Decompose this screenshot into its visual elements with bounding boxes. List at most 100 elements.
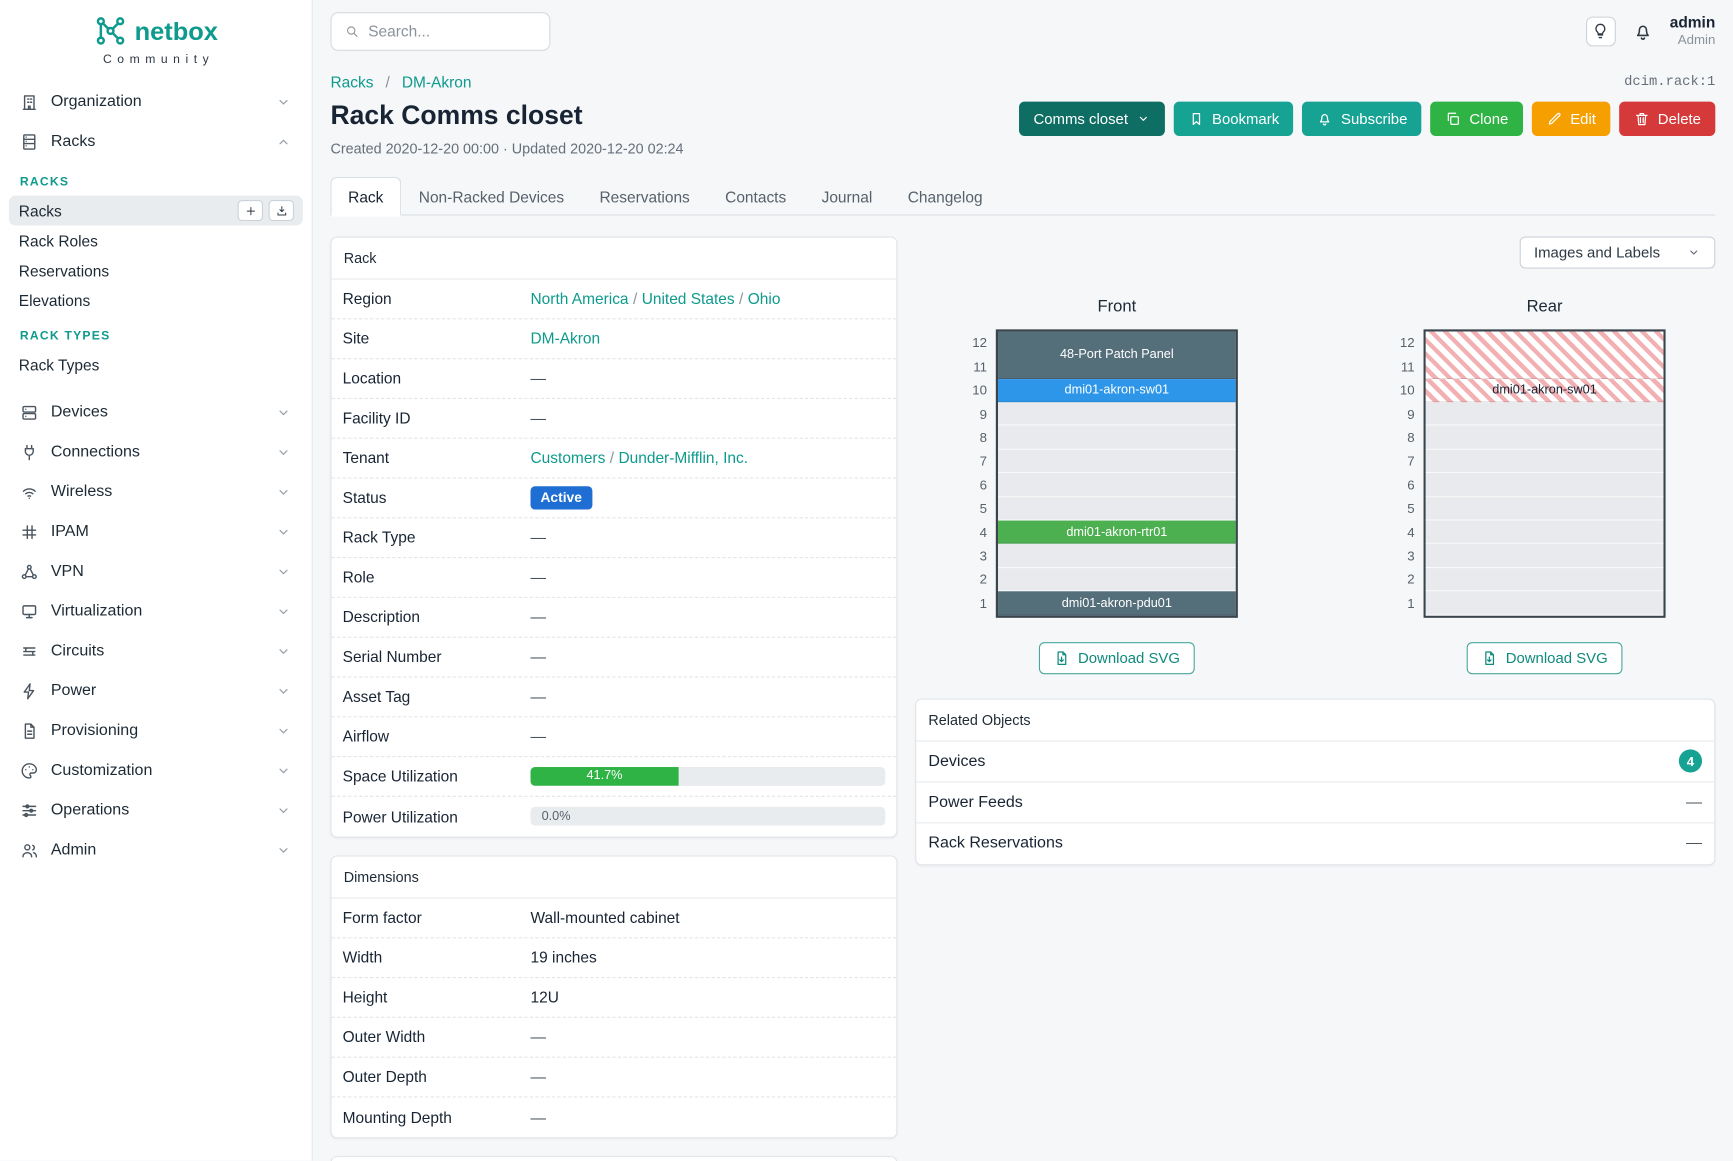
rack-unit-empty[interactable] xyxy=(998,544,1236,568)
rack-device-48-port-patch-panel[interactable]: 48-Port Patch Panel xyxy=(998,331,1236,379)
download-svg-button-front[interactable]: Download SVG xyxy=(1039,641,1195,674)
chevron-down-icon xyxy=(275,722,292,739)
attr-row-tenant: Tenant Customers / Dunder-Mifflin, Inc. xyxy=(331,439,897,479)
tab-rack[interactable]: Rack xyxy=(330,176,402,216)
search-box[interactable] xyxy=(330,11,551,51)
sidebar-item-organization[interactable]: Organization xyxy=(9,82,303,122)
sidebar-item-devices[interactable]: Devices xyxy=(9,392,303,432)
breadcrumb-racks-link[interactable]: Racks xyxy=(330,72,374,91)
rack-unit-empty[interactable] xyxy=(1425,567,1664,592)
link-united-states[interactable]: United States xyxy=(641,289,735,308)
theme-toggle-button[interactable] xyxy=(1585,16,1616,46)
sidebar-item-customization[interactable]: Customization xyxy=(9,750,303,790)
rack-device-dmi01-akron-rtr01[interactable]: dmi01-akron-rtr01 xyxy=(998,520,1236,545)
sidebar-link-rack-roles[interactable]: Rack Roles xyxy=(9,225,303,255)
attr-row-mounting-depth: Mounting Depth — xyxy=(332,1097,897,1137)
rack-device-dmi01-akron-pdu01[interactable]: dmi01-akron-pdu01 xyxy=(998,591,1236,616)
tab-journal[interactable]: Journal xyxy=(821,187,873,206)
related-row-label: Power Feeds xyxy=(928,793,1023,811)
sidebar-item-label: Racks xyxy=(50,132,96,151)
link-dunder-mifflin-inc[interactable]: Dunder-Mifflin, Inc. xyxy=(618,449,749,467)
sidebar-item-operations[interactable]: Operations xyxy=(9,790,303,830)
sidebar-item-power[interactable]: Power xyxy=(9,671,303,711)
link-ohio[interactable]: Ohio xyxy=(747,289,781,308)
dimensions-card: Dimensions Form factor Wall-mounted cabin… xyxy=(330,855,898,1139)
link-dm-akron[interactable]: DM-Akron xyxy=(530,329,601,348)
main: admin Admin Racks / DM-Akron dcim.rack:1… xyxy=(313,0,1733,1161)
rack-unit-empty[interactable] xyxy=(1425,425,1664,450)
rack-icon xyxy=(20,132,39,151)
import-button[interactable] xyxy=(268,200,294,222)
sidebar-item-label: Virtualization xyxy=(50,602,143,621)
bookmark-button[interactable]: Bookmark xyxy=(1173,101,1294,136)
related-row-rack-reservations[interactable]: Rack Reservations — xyxy=(916,823,1714,864)
attr-label: Form factor xyxy=(342,908,422,927)
sidebar-item-admin[interactable]: Admin xyxy=(9,830,303,870)
rack-unit-empty[interactable] xyxy=(1425,402,1664,426)
rack-device-dmi01-akron-sw01[interactable]: dmi01-akron-sw01 xyxy=(998,378,1236,403)
rack-device-dmi01-akron-sw01[interactable]: dmi01-akron-sw01 xyxy=(1425,378,1664,403)
edit-button[interactable]: Edit xyxy=(1531,101,1611,136)
related-row-devices[interactable]: Devices 4 xyxy=(916,741,1715,782)
search-input[interactable] xyxy=(368,22,537,40)
rack-unit-empty[interactable] xyxy=(998,425,1236,450)
related-row-label: Rack Reservations xyxy=(928,834,1063,853)
attr-row-space-utilization: Space Utilization 41.7% xyxy=(331,757,897,797)
clone-button[interactable]: Clone xyxy=(1430,101,1523,136)
rack-unit-empty[interactable] xyxy=(1425,520,1664,545)
sidebar-item-label: Circuits xyxy=(50,642,105,660)
breadcrumb-site-link[interactable]: DM-Akron xyxy=(401,72,472,91)
user-menu[interactable]: admin Admin xyxy=(1670,13,1716,49)
attr-text: — xyxy=(530,727,546,746)
images-labels-toggle[interactable]: Images and Labels xyxy=(1519,236,1716,269)
sidebar-link-reservations[interactable]: Reservations xyxy=(9,255,303,285)
chevron-down-icon xyxy=(275,643,292,660)
sidebar-link-elevations[interactable]: Elevations xyxy=(9,285,303,315)
rack-unit-empty[interactable] xyxy=(1425,473,1664,497)
rack-unit-empty[interactable] xyxy=(1425,591,1664,616)
sidebar-item-ipam[interactable]: IPAM xyxy=(9,512,303,552)
notifications-bell-icon[interactable] xyxy=(1632,20,1653,41)
sidebar-item-provisioning[interactable]: Provisioning xyxy=(9,711,303,751)
rack-unit-empty[interactable] xyxy=(998,449,1236,474)
rack-unit-empty[interactable] xyxy=(998,496,1236,521)
rack-unit-empty[interactable] xyxy=(1425,449,1664,474)
attr-row-location: Location — xyxy=(331,359,897,399)
attr-text: — xyxy=(530,1028,546,1046)
related-row-power-feeds[interactable]: Power Feeds — xyxy=(916,782,1715,823)
elevation-front: Front 12 11 10 9 8 7 6 5 4 3 2 1 48-Port Patch Panel d… xyxy=(965,297,1238,674)
sidebar-item-label: IPAM xyxy=(50,522,89,541)
tab-changelog[interactable]: Changelog xyxy=(907,187,983,206)
cutoff-card xyxy=(330,1155,898,1161)
sidebar-item-connections[interactable]: Connections xyxy=(9,432,303,472)
link-north-america[interactable]: North America xyxy=(530,289,629,308)
tab-contacts[interactable]: Contacts xyxy=(725,187,787,206)
attr-value: — xyxy=(531,1108,886,1126)
attr-value: Wall-mounted cabinet xyxy=(531,909,886,927)
brand[interactable]: netbox Community xyxy=(0,0,312,69)
rack-unit-empty[interactable] xyxy=(1425,544,1664,568)
attr-value: — xyxy=(531,608,886,626)
button-label: Subscribe xyxy=(1341,110,1408,128)
rack-unit-empty[interactable] xyxy=(998,402,1236,426)
link-customers[interactable]: Customers xyxy=(530,449,606,467)
sidebar-item-vpn[interactable]: VPN xyxy=(9,552,303,592)
tab-reservations[interactable]: Reservations xyxy=(599,187,690,206)
tab-non-racked-devices[interactable]: Non-Racked Devices xyxy=(418,187,565,206)
elevation-title: Front xyxy=(1097,297,1137,316)
download-svg-button-rear[interactable]: Download SVG xyxy=(1467,641,1623,674)
sidebar-link-rack-types[interactable]: Rack Types xyxy=(9,349,303,379)
sidebar-item-circuits[interactable]: Circuits xyxy=(9,631,303,671)
delete-button[interactable]: Delete xyxy=(1619,101,1716,136)
add-button[interactable] xyxy=(237,200,264,222)
rack-unit-empty[interactable] xyxy=(1425,496,1664,521)
comms-closet-button[interactable]: Comms closet xyxy=(1019,101,1165,136)
sidebar-link-racks[interactable]: Racks xyxy=(8,195,303,226)
sidebar-item-wireless[interactable]: Wireless xyxy=(9,472,303,512)
rack-unit-empty[interactable] xyxy=(998,567,1236,592)
rack-unit-empty[interactable] xyxy=(998,473,1236,497)
rack-unit-blocked[interactable] xyxy=(1425,331,1664,379)
subscribe-button[interactable]: Subscribe xyxy=(1302,101,1422,136)
sidebar-item-virtualization[interactable]: Virtualization xyxy=(9,591,303,631)
sidebar-item-racks[interactable]: Racks xyxy=(9,122,303,162)
